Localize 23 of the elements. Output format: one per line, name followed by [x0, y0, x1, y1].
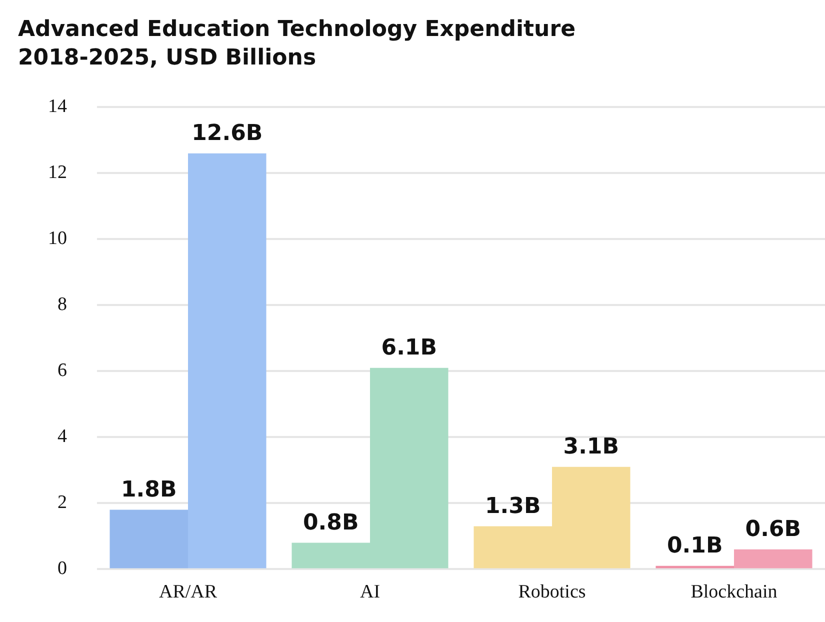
- chart-subtitle: 2018-2025, USD Billions: [18, 46, 316, 71]
- y-tick-label: 6: [58, 360, 67, 382]
- y-tick-label: 10: [48, 228, 67, 250]
- data-label: 3.1B: [563, 434, 620, 460]
- y-tick-label: 14: [48, 96, 68, 118]
- bar: [734, 549, 812, 568]
- x-tick-label: AR/AR: [158, 582, 218, 603]
- x-tick-label: Robotics: [518, 582, 586, 603]
- y-tick-label: 0: [58, 558, 67, 580]
- data-label: 0.1B: [666, 534, 723, 559]
- x-tick-label: AI: [360, 582, 380, 603]
- y-tick-label: 12: [48, 162, 67, 184]
- y-tick-label: 8: [58, 294, 67, 316]
- data-label: 1.3B: [484, 494, 541, 520]
- data-label: 0.8B: [302, 510, 359, 536]
- data-label: 1.8B: [120, 478, 177, 503]
- data-label: 6.1B: [381, 336, 438, 361]
- data-label: 0.6B: [745, 517, 802, 542]
- y-tick-label: 2: [58, 492, 67, 514]
- data-label: 12.6B: [192, 121, 263, 146]
- chart-title: Advanced Education Technology Expenditure: [18, 17, 576, 42]
- x-tick-label: Blockchain: [690, 582, 778, 603]
- y-tick-label: 4: [58, 426, 68, 448]
